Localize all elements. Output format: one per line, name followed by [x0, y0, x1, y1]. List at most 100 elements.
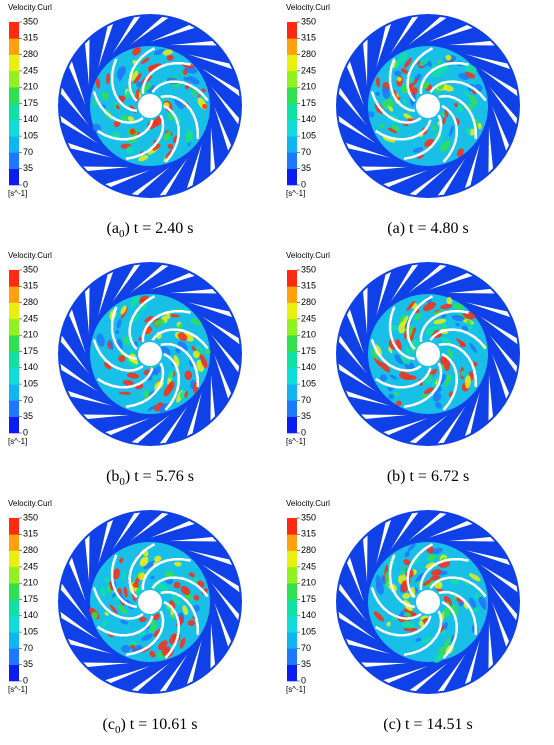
colorbar-band — [9, 54, 19, 72]
diffuser-vane — [428, 24, 473, 42]
vortex-patch — [115, 329, 120, 335]
colorbar-band — [287, 400, 297, 417]
colorbar-title: Velocity.Curl — [8, 3, 52, 12]
vortex-patch — [191, 346, 196, 352]
panel: Velocity.Curl 0 35 70 105 140 175 210 245 280 315 3… — [286, 499, 520, 733]
vortex-patch — [116, 318, 122, 329]
vortex-patch — [137, 632, 146, 637]
vortex-patch — [141, 57, 150, 64]
vortex-patch — [466, 319, 472, 325]
diffuser-vane — [169, 289, 217, 294]
vortex-patch — [163, 131, 172, 141]
tick-label: 0 — [301, 427, 306, 437]
colorbar-band — [287, 54, 297, 72]
diffuser-vane — [169, 537, 217, 542]
vortex-patch — [169, 314, 180, 318]
caption: (b) t = 6.72 s — [387, 468, 469, 485]
vortex-patch — [403, 558, 411, 566]
vortex-patch — [387, 127, 398, 134]
vortex-patch — [430, 575, 441, 581]
diffuser-vane — [488, 125, 493, 173]
vortex-patch — [434, 401, 442, 409]
hub — [416, 590, 440, 614]
impeller-blade — [419, 309, 469, 342]
vortex-patch — [93, 100, 98, 106]
colorbar-unit: [s^-1] — [8, 189, 27, 198]
vortex-patch — [381, 574, 385, 585]
tick-label: 140 — [23, 114, 38, 124]
vortex-patch — [118, 355, 126, 363]
vortex-patch — [425, 327, 435, 336]
vortex-patch — [465, 127, 471, 135]
vortex-patch — [415, 637, 422, 642]
vortex-patch — [186, 129, 193, 143]
caption: (a) t = 4.80 s — [387, 220, 468, 237]
diffuser-vane — [346, 61, 364, 106]
impeller-blade — [92, 91, 144, 124]
tick-label: 280 — [301, 297, 316, 307]
colorbar-band — [287, 335, 297, 352]
colorbar-band — [9, 351, 19, 369]
impeller-blade — [160, 590, 200, 635]
tick-label: 70 — [301, 395, 311, 405]
vortex-patch — [152, 374, 158, 380]
tick-label: 35 — [301, 163, 311, 173]
vortex-patch — [371, 349, 379, 360]
diffuser-vane — [68, 557, 86, 602]
impeller-blade — [92, 339, 144, 372]
vortex-patch — [91, 611, 99, 619]
tick-label: 0 — [301, 675, 306, 685]
diffuser-vane — [383, 666, 428, 684]
impeller-blade — [110, 58, 138, 113]
vortex-patch — [375, 581, 384, 595]
caption-subscript: 0 — [119, 476, 125, 488]
impeller-blade — [141, 557, 191, 590]
caption: (c) t = 14.51 s — [383, 716, 472, 733]
vortex-patch — [96, 333, 105, 347]
vortex-patch — [426, 553, 437, 562]
vortex-patch — [444, 373, 452, 387]
impeller-blade — [441, 352, 458, 411]
tick-label: 210 — [23, 578, 38, 588]
vortex-patch — [443, 595, 452, 607]
colorbar-band — [9, 286, 19, 303]
vortex-patch — [129, 358, 139, 365]
vortex-patch — [173, 581, 181, 589]
vortex-patch — [390, 325, 399, 331]
tick-label: 35 — [301, 411, 311, 421]
vortex-patch — [130, 644, 136, 649]
vortex-patch — [190, 318, 202, 326]
vortex-patch — [162, 49, 173, 56]
tick-label: 140 — [301, 610, 316, 620]
vortex-patch — [454, 103, 459, 108]
vortex-patch — [167, 381, 175, 391]
vortex-patch — [379, 374, 388, 382]
vortex-patch — [184, 391, 189, 398]
vortex-patch — [411, 557, 420, 566]
diffuser-vane — [68, 61, 86, 106]
colorbar-band — [287, 351, 297, 369]
colorbar-band — [9, 38, 19, 55]
diffuser-vane — [150, 520, 195, 538]
impeller-blade — [419, 61, 469, 94]
impeller-blade — [141, 61, 191, 94]
vortex-patch — [161, 345, 171, 356]
vortex-patch — [373, 611, 385, 622]
hub — [138, 590, 162, 614]
tick-label: 315 — [23, 33, 38, 43]
vortex-patch — [95, 78, 101, 89]
vortex-patch — [205, 348, 211, 355]
vortex-patch — [416, 580, 421, 586]
contour-plot — [58, 510, 242, 694]
vortex-patch — [405, 611, 412, 617]
tick-label: 105 — [301, 626, 316, 636]
vortex-patch — [139, 558, 149, 567]
vortex-patch — [423, 301, 436, 312]
colorbar-band — [9, 302, 19, 320]
vortex-patch — [152, 143, 161, 151]
diffuser-vane — [447, 537, 495, 542]
vortex-patch — [414, 313, 422, 321]
vortex-patch — [143, 560, 156, 570]
impeller-blade — [388, 554, 416, 609]
diffuser-vane — [150, 24, 195, 42]
